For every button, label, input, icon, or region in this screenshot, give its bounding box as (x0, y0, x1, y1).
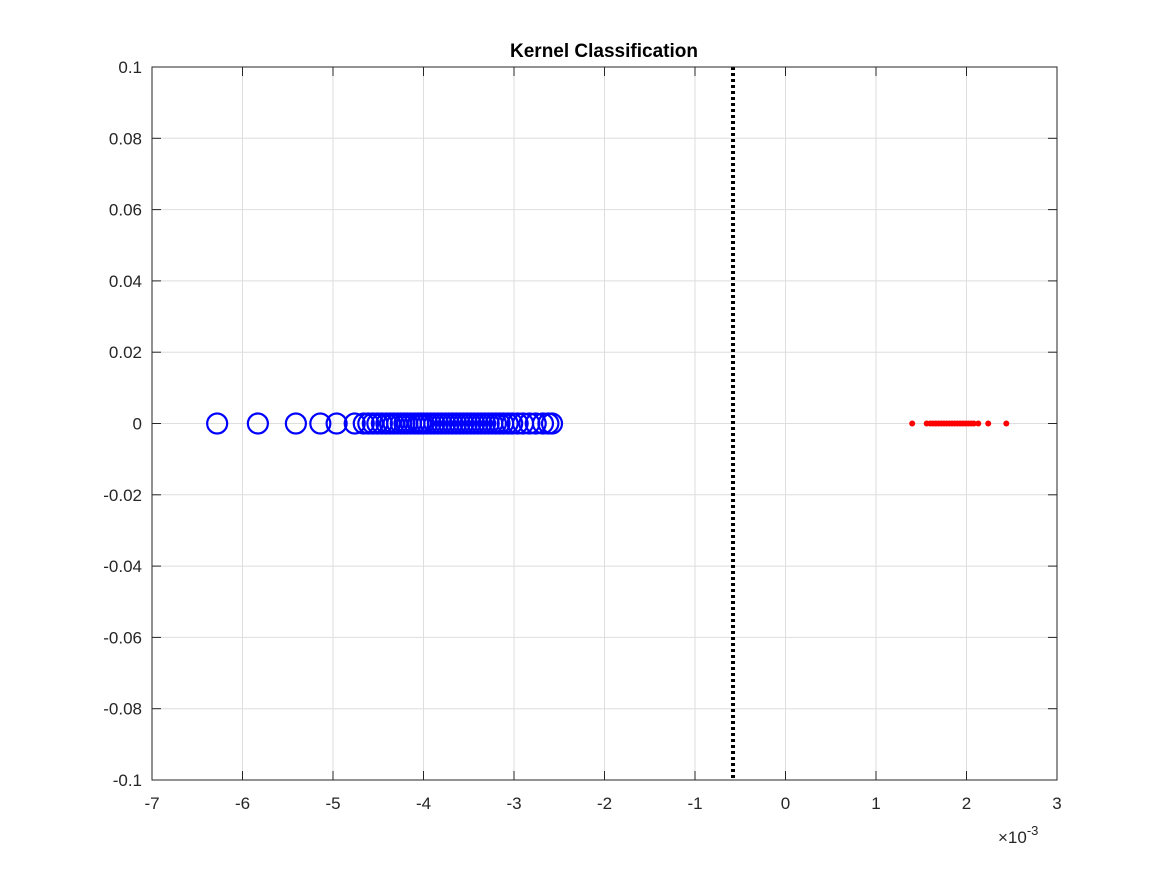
y-tick-labels: 0.1 0.08 0.06 0.04 0.02 0 -0.02 -0.04 -0.06 -0.08… (103, 58, 142, 790)
series-1 (909, 420, 1010, 427)
x-tick-label: 1 (871, 794, 880, 813)
y-tick-label: -0.06 (103, 628, 142, 647)
x-exponent-base: ×10 (998, 828, 1027, 847)
x-exponent-power: -3 (1027, 823, 1039, 838)
data-point-open-circle (531, 412, 555, 435)
data-point-open-circle (246, 412, 269, 435)
x-tick-label: -6 (235, 794, 250, 813)
y-tick-label: -0.08 (103, 700, 142, 719)
data-point-open-circle (343, 412, 366, 435)
data-point-open-circle (206, 412, 229, 435)
data-point-dot (975, 420, 982, 427)
data-point-open-circle (501, 412, 524, 435)
y-tick-label: -0.1 (113, 771, 142, 790)
x-tick-label: 3 (1052, 794, 1061, 813)
data-series (206, 412, 1010, 435)
data-point-open-circle (325, 412, 348, 435)
data-point-dot (1003, 420, 1010, 427)
x-tick-label: 0 (781, 794, 790, 813)
y-tick-label: 0 (133, 415, 142, 434)
data-point-open-circle (524, 412, 547, 435)
chart-title: Kernel Classification (510, 41, 698, 62)
data-point-open-circle (540, 412, 564, 435)
x-exponent-label: ×10-3 (998, 823, 1038, 847)
data-point-open-circle (309, 412, 332, 435)
y-tick-label: 0.1 (118, 58, 142, 77)
x-tick-label: -2 (597, 794, 612, 813)
y-tick-label: 0.08 (109, 129, 142, 148)
y-tick-label: 0.04 (109, 272, 142, 291)
y-tick-label: -0.02 (103, 486, 142, 505)
x-tick-label: -3 (506, 794, 521, 813)
data-point-dot (970, 420, 977, 427)
tick-marks (151, 66, 1058, 781)
data-point-dot (909, 420, 916, 427)
x-tick-label: -7 (144, 794, 159, 813)
x-tick-label: -1 (687, 794, 702, 813)
x-tick-label: -5 (325, 794, 340, 813)
x-tick-label: 2 (962, 794, 971, 813)
data-point-dot (985, 420, 992, 427)
y-tick-label: -0.04 (103, 557, 142, 576)
x-tick-labels: -7 -6 -5 -4 -3 -2 -1 0 1 2 3 (144, 794, 1061, 813)
y-tick-label: 0.06 (109, 201, 142, 220)
data-point-open-circle (284, 412, 307, 435)
series-0 (206, 412, 564, 435)
x-tick-label: -4 (416, 794, 431, 813)
plot-area (151, 66, 1058, 781)
y-tick-label: 0.02 (109, 343, 142, 362)
data-point-open-circle (506, 412, 529, 435)
